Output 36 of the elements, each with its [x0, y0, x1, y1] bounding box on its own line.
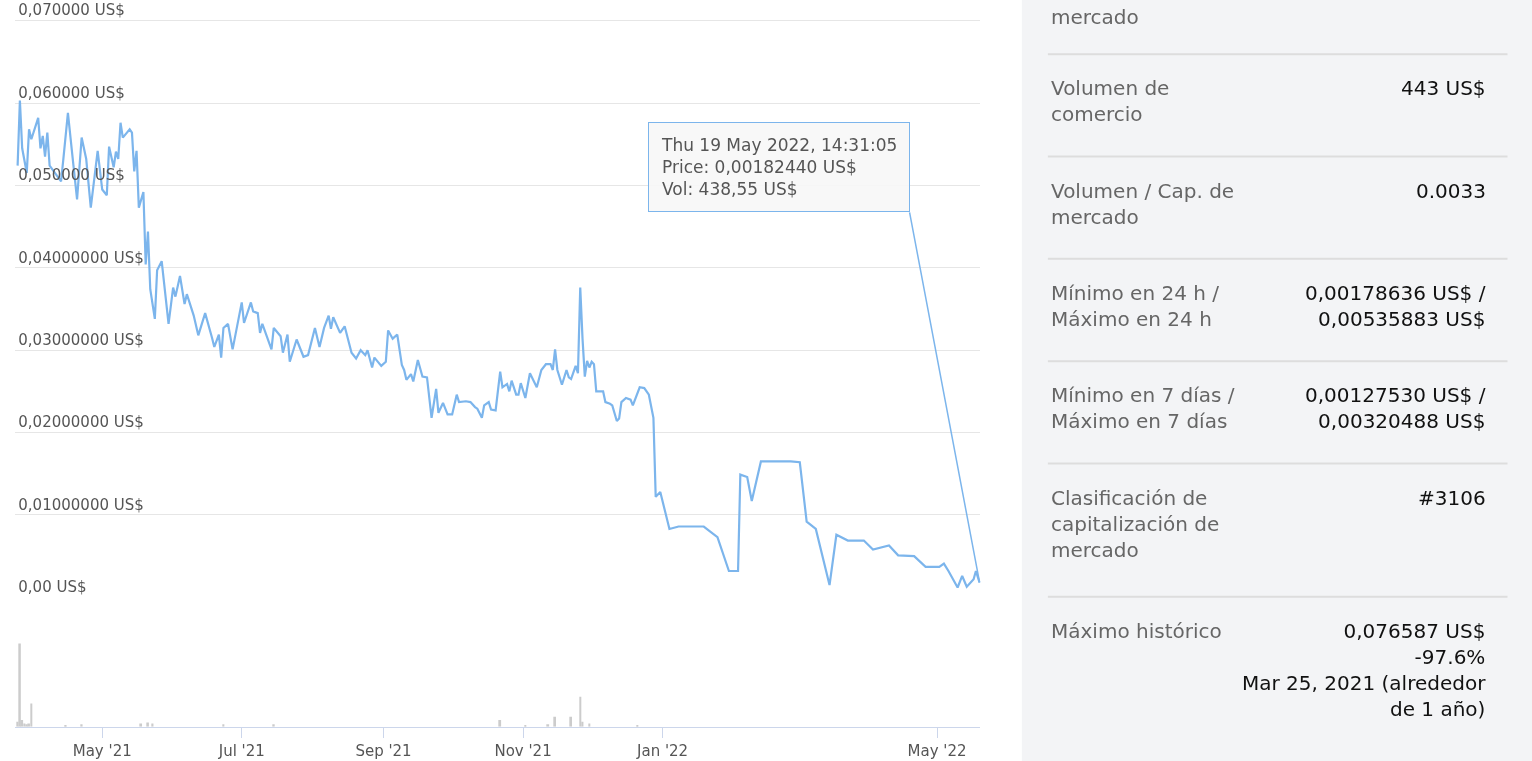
x-tick-label: Jul '21: [217, 741, 265, 760]
bar: [498, 720, 502, 727]
text: 443 US$: [1401, 76, 1486, 100]
category-label: Máximo histórico: [1051, 619, 1222, 643]
text: 0,00178636 US$ / 0,00535883 US$: [1305, 281, 1486, 331]
y-tick-label: 0,04000000 US$: [18, 248, 144, 267]
y-tick-label: 0,060000 US$: [18, 83, 125, 102]
bar: [80, 724, 83, 727]
x-tick-label: May '22: [907, 741, 967, 760]
category-label: Volumen de comercio: [1051, 76, 1170, 126]
y-tick-label: 0,01000000 US$: [18, 495, 144, 514]
category-label: Mínimo en 7 días / Máximo en 7 días: [1051, 383, 1235, 433]
bar: [30, 703, 33, 727]
text: #3106: [1418, 486, 1486, 510]
bar: [272, 724, 275, 727]
text: 0,00127530 US$ / 0,00320488 US$: [1305, 383, 1486, 433]
x-tick-label: Jan '22: [636, 741, 689, 760]
bar: [18, 643, 21, 727]
x-tick-label: May '21: [72, 741, 132, 760]
y-tick-label: 0,02000000 US$: [18, 413, 144, 432]
y-tick-label: 0,00 US$: [18, 578, 87, 597]
bar: [579, 696, 582, 727]
text: 0.0033: [1416, 179, 1486, 203]
text: 0,076587 US$ -97.6% Mar 25, 2021 (alrededor de 1 año): [1242, 619, 1486, 721]
x-tick-label: Sep '21: [355, 741, 412, 760]
bar: [139, 723, 143, 727]
category-label: Volumen / Cap. de mercado: [1051, 179, 1235, 229]
annotation: Thu 19 May 2022, 14:31:05 Price: 0,00182440 US$ Vol: 438,55 US$: [661, 135, 898, 200]
y-tick-label: 0,070000 US$: [18, 1, 125, 20]
x-tick-label: Nov '21: [494, 741, 552, 760]
category-label: mercado: [1051, 5, 1139, 29]
bar: [553, 716, 556, 727]
category-label: Clasificación de capitalización de mercado: [1051, 486, 1220, 562]
bar: [569, 716, 572, 727]
y-tick-label: 0,03000000 US$: [18, 330, 144, 349]
category-label: Mínimo en 24 h / Máximo en 24 h: [1051, 281, 1220, 331]
